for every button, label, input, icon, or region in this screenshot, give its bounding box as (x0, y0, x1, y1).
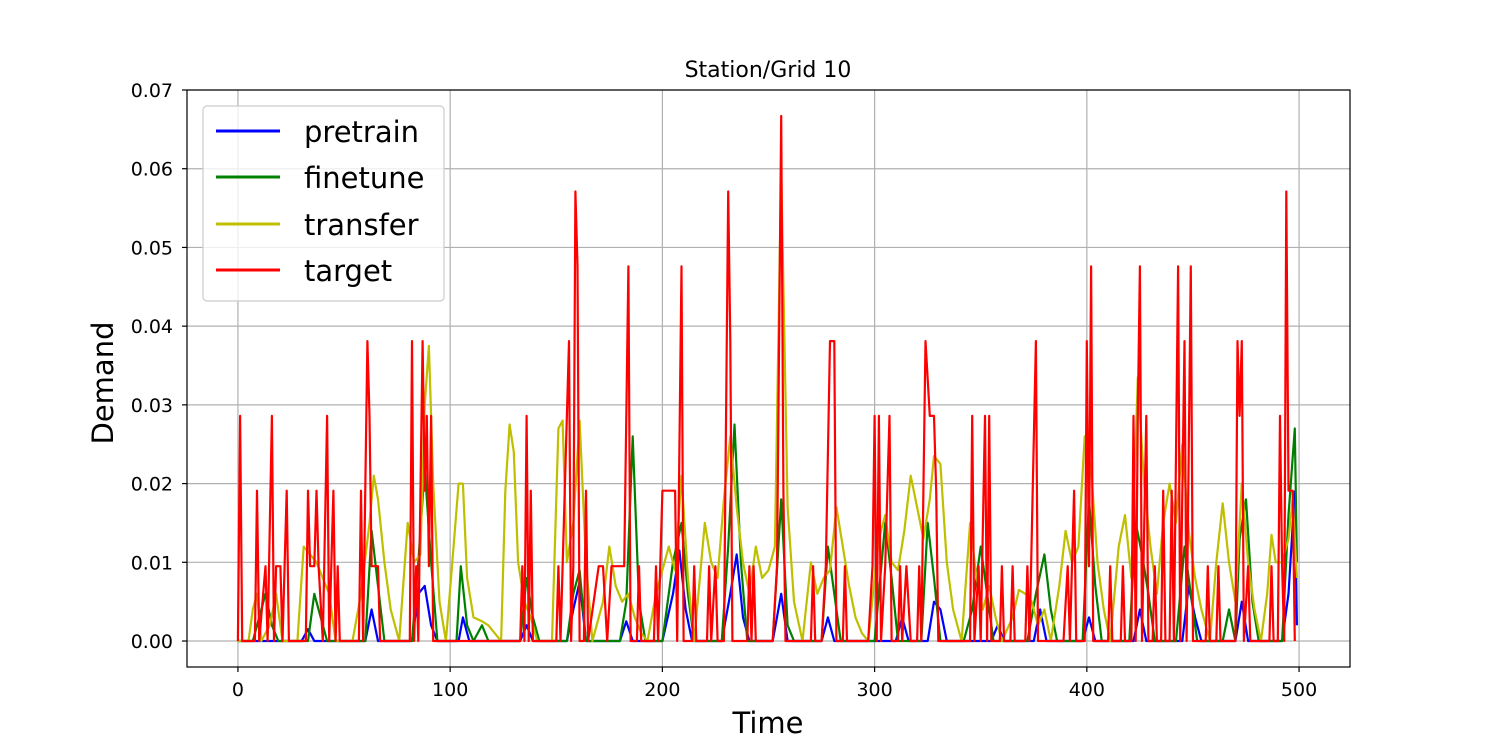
legend-item-pretrain: pretrain (216, 115, 419, 149)
y-tick-label: 0.01 (131, 552, 173, 574)
x-tick-label: 0 (232, 679, 244, 701)
y-axis-label: Demand (86, 322, 120, 445)
y-tick-label: 0.03 (131, 395, 173, 417)
y-tick-label: 0.06 (131, 159, 173, 181)
legend-item-target: target (216, 254, 392, 288)
x-tick-label: 100 (432, 679, 468, 701)
legend-box (202, 105, 445, 302)
chart-title: Station/Grid 10 (685, 58, 852, 83)
x-tick-label: 500 (1281, 679, 1317, 701)
series-line-target (236, 114, 1296, 643)
y-tick-label: 0.00 (131, 631, 173, 653)
legend: pretrain finetune transfer target (202, 105, 445, 302)
x-axis-label: Time (732, 706, 804, 740)
x-tick-label: 300 (856, 679, 892, 701)
legend-label-finetune: finetune (304, 161, 424, 195)
y-tick-label: 0.02 (131, 474, 173, 496)
legend-label-target: target (304, 254, 392, 288)
legend-item-finetune: finetune (216, 161, 424, 195)
legend-label-pretrain: pretrain (304, 115, 419, 149)
legend-item-transfer: transfer (216, 208, 419, 242)
x-tick-label: 200 (644, 679, 680, 701)
axis-ticks: 0 100 200 300 400 500 0.00 0.01 0.02 0.03 0.04 0.05… (131, 80, 1318, 701)
axes-frame (186, 89, 1351, 668)
y-tick-label: 0.04 (131, 316, 173, 338)
y-tick-label: 0.05 (131, 237, 173, 259)
series-lines (236, 114, 1298, 643)
x-tick-label: 400 (1069, 679, 1105, 701)
legend-label-transfer: transfer (304, 208, 419, 242)
y-tick-label: 0.07 (131, 80, 173, 102)
